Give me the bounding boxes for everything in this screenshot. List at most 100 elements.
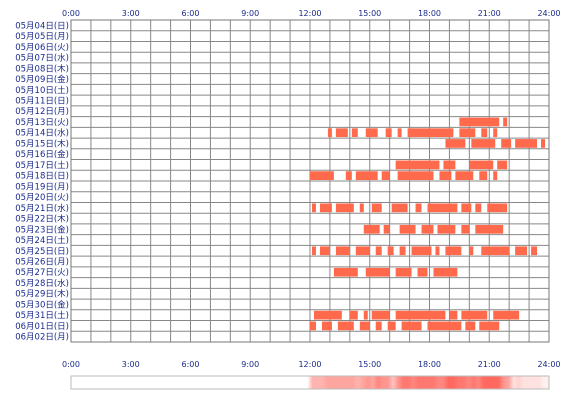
activity-bar <box>469 160 494 170</box>
activity-bar <box>375 246 382 256</box>
row-label: 05月26日(月) <box>15 258 69 268</box>
activity-bar <box>310 321 316 331</box>
activity-bar <box>503 117 508 127</box>
activity-bar <box>411 246 432 256</box>
row-label: 05月13日(火) <box>15 118 69 128</box>
activity-bar <box>433 267 458 277</box>
activity-bar <box>355 171 378 180</box>
activity-bar <box>531 246 538 256</box>
row-label: 05月17日(土) <box>15 160 69 171</box>
activity-bar <box>311 203 316 213</box>
row-label: 05月11日(日) <box>15 97 69 107</box>
x-tick-label-bottom: 9:00 <box>241 360 259 369</box>
activity-bar <box>375 321 382 331</box>
activity-bar <box>327 128 332 138</box>
activity-bar <box>497 160 508 170</box>
activity-bar <box>493 171 498 180</box>
activity-bar <box>437 224 456 234</box>
activity-bar <box>313 310 342 320</box>
activity-bar <box>407 128 454 138</box>
row-label: 05月06日(火) <box>15 43 69 53</box>
row-label: 05月29日(木) <box>15 289 69 300</box>
activity-bar <box>461 310 488 320</box>
activity-bar <box>469 246 474 256</box>
activity-bar <box>383 224 390 234</box>
x-tick-label-top: 9:00 <box>241 9 259 18</box>
activity-bar <box>371 310 390 320</box>
activity-bar <box>443 160 456 170</box>
activity-bar <box>471 139 496 148</box>
x-tick-label-top: 12:00 <box>298 9 321 18</box>
row-label: 05月10日(土) <box>15 85 69 96</box>
activity-bar <box>387 246 394 256</box>
activity-bar <box>345 171 352 180</box>
activity-bar <box>455 171 474 180</box>
x-tick-label-bottom: 12:00 <box>298 360 321 369</box>
x-tick-label-bottom: 3:00 <box>122 360 140 369</box>
x-tick-label-bottom: 21:00 <box>478 360 501 369</box>
x-tick-label-top: 24:00 <box>537 9 560 18</box>
activity-bar <box>479 321 500 331</box>
activity-bar <box>459 117 500 127</box>
row-label: 05月07日(水) <box>15 53 69 64</box>
x-tick-label-top: 6:00 <box>182 9 200 18</box>
row-label: 05月09日(金) <box>15 74 69 85</box>
row-label: 06月01日(日) <box>15 322 69 332</box>
activity-bar <box>385 128 392 138</box>
x-tick-label-top: 21:00 <box>478 9 501 18</box>
activity-bar <box>363 310 368 320</box>
activity-bar <box>515 246 528 256</box>
x-tick-label-bottom: 24:00 <box>537 360 560 369</box>
activity-bar <box>351 128 358 138</box>
activity-bar <box>395 310 446 320</box>
activity-bar <box>397 128 402 138</box>
activity-bar <box>475 224 504 234</box>
x-tick-label-top: 18:00 <box>418 9 441 18</box>
activity-bar <box>515 139 538 148</box>
row-label: 05月08日(木) <box>15 63 69 74</box>
activity-bar <box>355 246 370 256</box>
activity-bar <box>359 203 364 213</box>
activity-bar <box>363 224 380 234</box>
activity-bar <box>427 203 458 213</box>
row-label: 05月05日(月) <box>15 32 69 42</box>
activity-bar <box>493 128 498 138</box>
row-label: 05月20日(火) <box>15 193 69 203</box>
row-label: 05月15日(木) <box>15 138 69 149</box>
activity-bar <box>459 128 476 138</box>
activity-bar <box>387 321 396 331</box>
row-label: 05月16日(金) <box>15 149 69 160</box>
top-axis-ticks: 0:00 3:00 6:00 9:00 12:00 15:00 18:00 21:00 24:0… <box>62 9 561 18</box>
x-tick-label-top: 15:00 <box>358 9 381 18</box>
row-label: 05月12日(月) <box>15 107 69 117</box>
activity-bar <box>333 267 358 277</box>
activity-bar <box>415 203 422 213</box>
activity-bar <box>310 171 334 180</box>
activity-bar <box>365 128 378 138</box>
row-label: 05月23日(金) <box>15 224 69 235</box>
bottom-axis-ticks: 0:00 3:00 6:00 9:00 12:00 15:00 18:00 21:00 24:0… <box>62 360 561 369</box>
row-labels: 05月04日(日)05月05日(月)05月06日(火)05月07日(水)05月0… <box>15 21 69 342</box>
row-label: 06月02日(月) <box>15 333 69 343</box>
activity-bar <box>461 224 470 234</box>
activity-bar <box>439 171 452 180</box>
activity-bar <box>311 246 316 256</box>
activity-bar <box>479 171 488 180</box>
x-tick-label-top: 0:00 <box>62 9 80 18</box>
activity-bar <box>449 310 458 320</box>
activity-bar <box>399 224 416 234</box>
row-label: 05月18日(日) <box>15 172 69 182</box>
activity-bar <box>395 267 412 277</box>
activity-bar <box>465 321 476 331</box>
row-label: 05月24日(土) <box>15 235 69 246</box>
activity-bar <box>395 160 440 170</box>
activity-bar <box>461 203 472 213</box>
activity-bar <box>335 246 350 256</box>
activity-bar <box>391 203 408 213</box>
activity-bar <box>381 171 390 180</box>
activity-bar <box>359 321 370 331</box>
activity-bar <box>427 321 462 331</box>
x-tick-label-bottom: 15:00 <box>358 360 381 369</box>
activity-bar <box>417 267 428 277</box>
